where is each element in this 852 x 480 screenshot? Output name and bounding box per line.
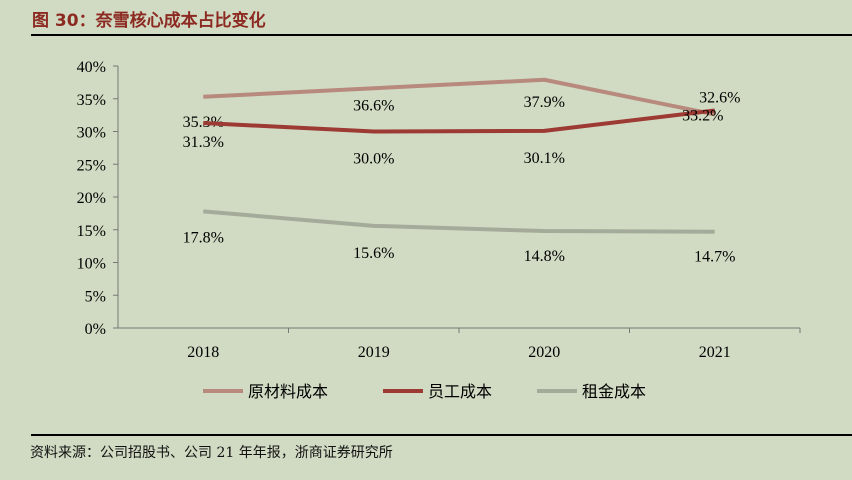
y-tick-label: 10% xyxy=(77,256,106,273)
series-line xyxy=(203,108,715,134)
legend-label: 员工成本 xyxy=(428,382,492,401)
x-tick-label: 2021 xyxy=(699,344,731,361)
y-tick-label: 5% xyxy=(85,288,106,305)
y-tick-label: 40% xyxy=(77,59,106,76)
figure-title: 图 30：奈雪核心成本占比变化 xyxy=(32,11,266,31)
data-label: 33.2% xyxy=(682,108,723,125)
data-label: 30.0% xyxy=(353,151,394,168)
y-tick-label: 30% xyxy=(77,125,106,142)
title-rule xyxy=(31,34,852,36)
x-tick-label: 2020 xyxy=(528,344,560,361)
series-line xyxy=(203,209,715,234)
x-tick-label: 2019 xyxy=(358,344,390,361)
data-label: 35.3% xyxy=(183,114,224,131)
y-tick-label: 0% xyxy=(85,321,106,338)
data-label: 14.7% xyxy=(694,249,735,266)
y-tick-label: 15% xyxy=(77,223,106,240)
legend-label: 租金成本 xyxy=(582,382,646,401)
data-label: 17.8% xyxy=(183,229,224,246)
data-label: 30.1% xyxy=(524,150,565,167)
x-tick-label: 2018 xyxy=(187,344,219,361)
y-tick-label: 25% xyxy=(77,157,106,174)
data-label: 36.6% xyxy=(353,97,394,114)
data-label: 14.8% xyxy=(524,248,565,265)
source-note: 资料来源：公司招股书、公司 21 年年报，浙商证券研究所 xyxy=(30,445,393,461)
y-tick-label: 35% xyxy=(77,92,106,109)
series-line xyxy=(203,77,716,117)
data-label: 15.6% xyxy=(353,245,394,262)
data-label: 32.6% xyxy=(699,89,740,106)
legend-label: 原材料成本 xyxy=(248,382,328,401)
data-label: 37.9% xyxy=(524,94,565,111)
source-rule xyxy=(31,434,852,436)
y-tick-label: 20% xyxy=(77,190,106,207)
data-label: 31.3% xyxy=(183,134,224,151)
